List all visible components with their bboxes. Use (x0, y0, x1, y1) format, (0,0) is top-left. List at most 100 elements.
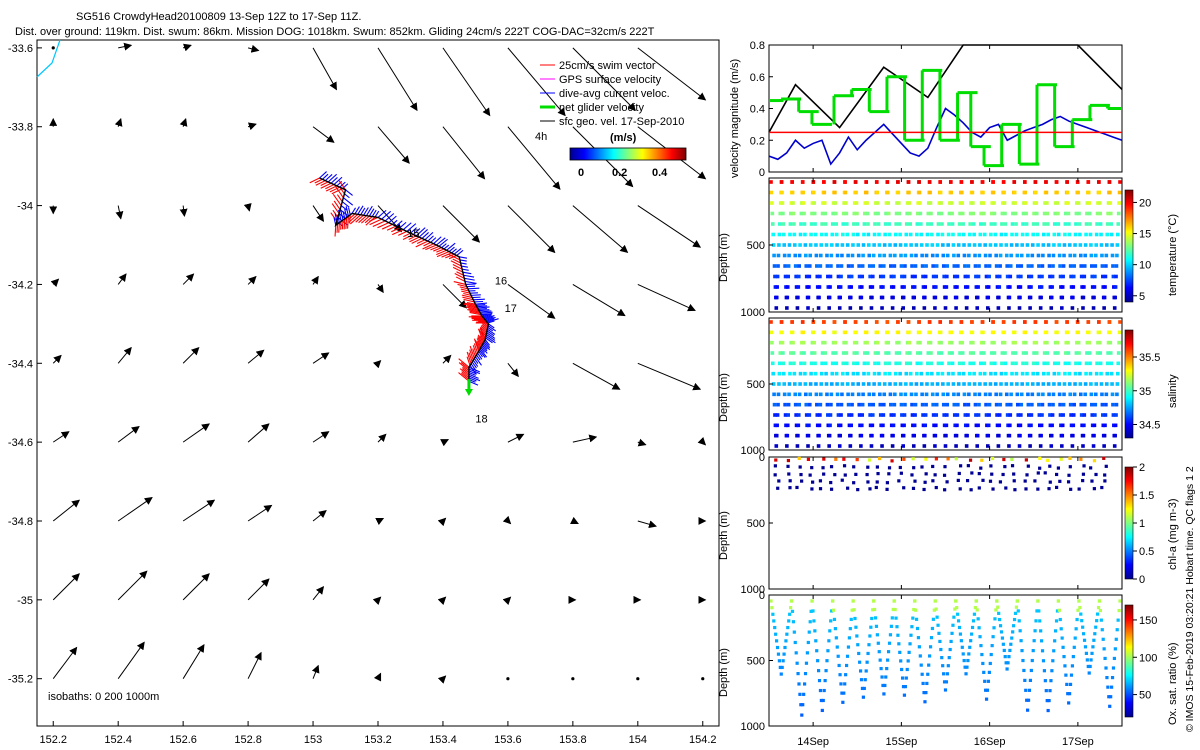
oxygen-point (855, 634, 859, 638)
cbar-tick-label: 34.5 (1139, 420, 1160, 432)
section-point (1056, 371, 1061, 376)
section-point (1108, 201, 1113, 205)
section-point (856, 392, 861, 397)
depth-tick-label: 500 (747, 518, 765, 530)
section-point (940, 361, 944, 366)
section-point (967, 243, 972, 247)
oxygen-point (891, 607, 895, 612)
section-point (1030, 382, 1035, 386)
section-point (789, 351, 793, 355)
oxygen-point (899, 659, 903, 663)
section-point (922, 295, 927, 300)
geo-arrow (442, 47, 491, 117)
section-point (814, 253, 819, 258)
oxygen-point (868, 634, 872, 638)
section-point (859, 444, 863, 448)
section-point (830, 382, 834, 386)
section-point (892, 402, 897, 407)
section-point (1012, 180, 1017, 184)
section-point (774, 433, 779, 438)
section-point (961, 222, 965, 226)
chla-point (981, 478, 985, 482)
section-point (787, 392, 791, 397)
section-point (828, 274, 833, 279)
section-point (984, 274, 989, 279)
section-point (838, 285, 843, 289)
geo-arrow (114, 117, 123, 127)
section-point (926, 361, 930, 366)
section-point (862, 232, 866, 237)
chla-point (797, 456, 801, 461)
section-point (770, 351, 775, 355)
oxygen-point (1113, 647, 1117, 651)
section-point (998, 264, 1002, 268)
current-vector (483, 315, 495, 320)
section-point (901, 306, 905, 310)
section-point (910, 402, 914, 407)
geo-arrow (117, 641, 145, 679)
swim-vector (477, 334, 483, 346)
section-point (780, 201, 785, 205)
section-point (1034, 351, 1039, 355)
section-point (923, 285, 928, 289)
oxygen-point (816, 659, 820, 663)
section-point (1020, 243, 1024, 247)
section-point (976, 274, 981, 279)
oxygen-point (795, 661, 799, 665)
oxygen-point (956, 619, 961, 623)
section-point (917, 180, 921, 184)
section-point (924, 402, 928, 407)
section-point (840, 382, 845, 386)
section-point (1062, 392, 1066, 397)
section-point (956, 253, 961, 258)
section-point (836, 413, 841, 417)
chla-point (1089, 466, 1093, 470)
oxygen-point (826, 649, 830, 653)
section-point (978, 371, 983, 376)
oxygen-point (964, 672, 968, 676)
section-point (814, 392, 819, 397)
current-vector (468, 377, 477, 382)
section-point (854, 330, 858, 335)
section-point (787, 243, 792, 247)
oxygen-point (941, 664, 945, 668)
section-point (789, 211, 793, 216)
section-point (1005, 274, 1010, 279)
section-point (1019, 402, 1024, 407)
section-point (954, 295, 959, 300)
section-point (861, 253, 865, 258)
swim-vector (459, 286, 468, 290)
section-point (886, 351, 891, 355)
section-point (829, 253, 834, 258)
section-point (903, 264, 907, 268)
current-vector (468, 375, 481, 382)
section-point (799, 361, 803, 366)
section-point (778, 211, 783, 216)
current-vector (456, 249, 464, 256)
section-point (782, 392, 787, 397)
section-point (975, 433, 980, 438)
section-point (928, 190, 932, 195)
section-point (1108, 211, 1113, 216)
section-point (1018, 433, 1022, 438)
section-point (989, 232, 993, 237)
section-point (897, 361, 902, 366)
section-point (945, 253, 950, 258)
section-point (815, 413, 820, 417)
section-point (783, 402, 787, 407)
current-vector (471, 361, 477, 369)
section-point (1034, 201, 1039, 205)
geo-arrow (182, 43, 192, 52)
section-point (1107, 180, 1112, 184)
geo-arrow (637, 205, 702, 248)
oxygen-point (785, 632, 789, 636)
section-point (1023, 330, 1028, 335)
geo-arrow (182, 573, 210, 601)
section-point (1097, 330, 1102, 335)
section-point (1045, 351, 1050, 355)
chla-point (843, 473, 847, 477)
section-point (1110, 243, 1114, 247)
section-point (875, 330, 879, 335)
section-point (770, 361, 775, 366)
